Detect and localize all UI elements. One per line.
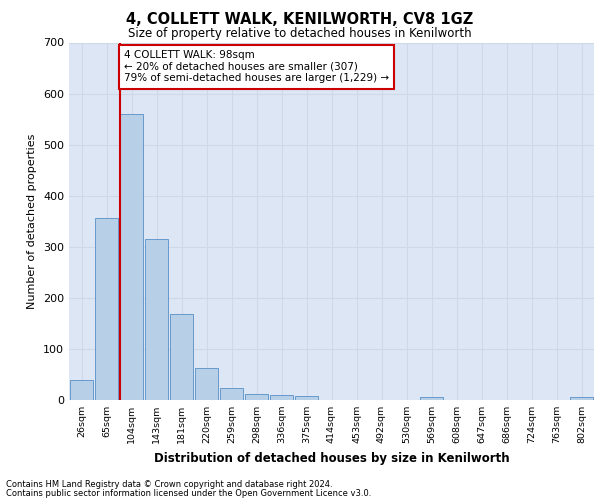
Y-axis label: Number of detached properties: Number of detached properties [28, 134, 37, 309]
Bar [120, 114, 143, 400]
Text: Contains HM Land Registry data © Crown copyright and database right 2024.: Contains HM Land Registry data © Crown c… [6, 480, 332, 489]
Text: 4 COLLETT WALK: 98sqm
← 20% of detached houses are smaller (307)
79% of semi-det: 4 COLLETT WALK: 98sqm ← 20% of detached … [124, 50, 389, 84]
Text: Size of property relative to detached houses in Kenilworth: Size of property relative to detached ho… [128, 28, 472, 40]
Text: 4, COLLETT WALK, KENILWORTH, CV8 1GZ: 4, COLLETT WALK, KENILWORTH, CV8 1GZ [127, 12, 473, 28]
Bar [195, 368, 218, 400]
Bar [420, 397, 443, 400]
Bar [70, 380, 93, 400]
Text: Contains public sector information licensed under the Open Government Licence v3: Contains public sector information licen… [6, 488, 371, 498]
Bar [295, 396, 318, 400]
Bar [220, 388, 243, 400]
Bar [95, 218, 118, 400]
Bar [570, 397, 593, 400]
Bar [170, 314, 193, 400]
Bar [270, 395, 293, 400]
X-axis label: Distribution of detached houses by size in Kenilworth: Distribution of detached houses by size … [154, 452, 509, 464]
Bar [245, 394, 268, 400]
Bar [145, 239, 168, 400]
